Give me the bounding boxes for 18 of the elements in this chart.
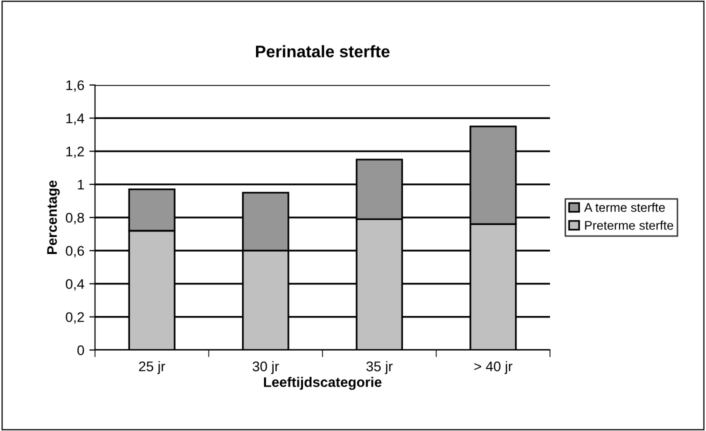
chart-title: Perinatale sterfte <box>256 45 390 58</box>
x-axis-title: Leeftijdscategorie <box>264 376 382 390</box>
y-axis-title: Percentage <box>47 180 60 254</box>
y-tick-label: 1 <box>78 180 84 190</box>
y-tick-label: 0,6 <box>66 246 84 258</box>
x-tick-label: 25 jr <box>139 361 166 374</box>
y-tick-label: 1,2 <box>66 146 84 158</box>
y-tick-label: 0 <box>77 345 84 356</box>
x-tick-label: 30 jr <box>252 361 279 374</box>
y-tick-label: 1,6 <box>66 80 84 92</box>
y-tick-label: 0,8 <box>66 212 84 224</box>
y-tick-label: 0,2 <box>66 312 84 324</box>
y-tick-label: 1,4 <box>66 114 84 125</box>
x-tick-label: 35 jr <box>366 361 393 374</box>
legend-label: Preterme sterfte <box>585 220 674 230</box>
x-tick-label: > 40 jr <box>474 361 512 374</box>
y-tick-label: 0,4 <box>66 279 84 291</box>
legend-label: A terme sterfte <box>584 202 665 212</box>
